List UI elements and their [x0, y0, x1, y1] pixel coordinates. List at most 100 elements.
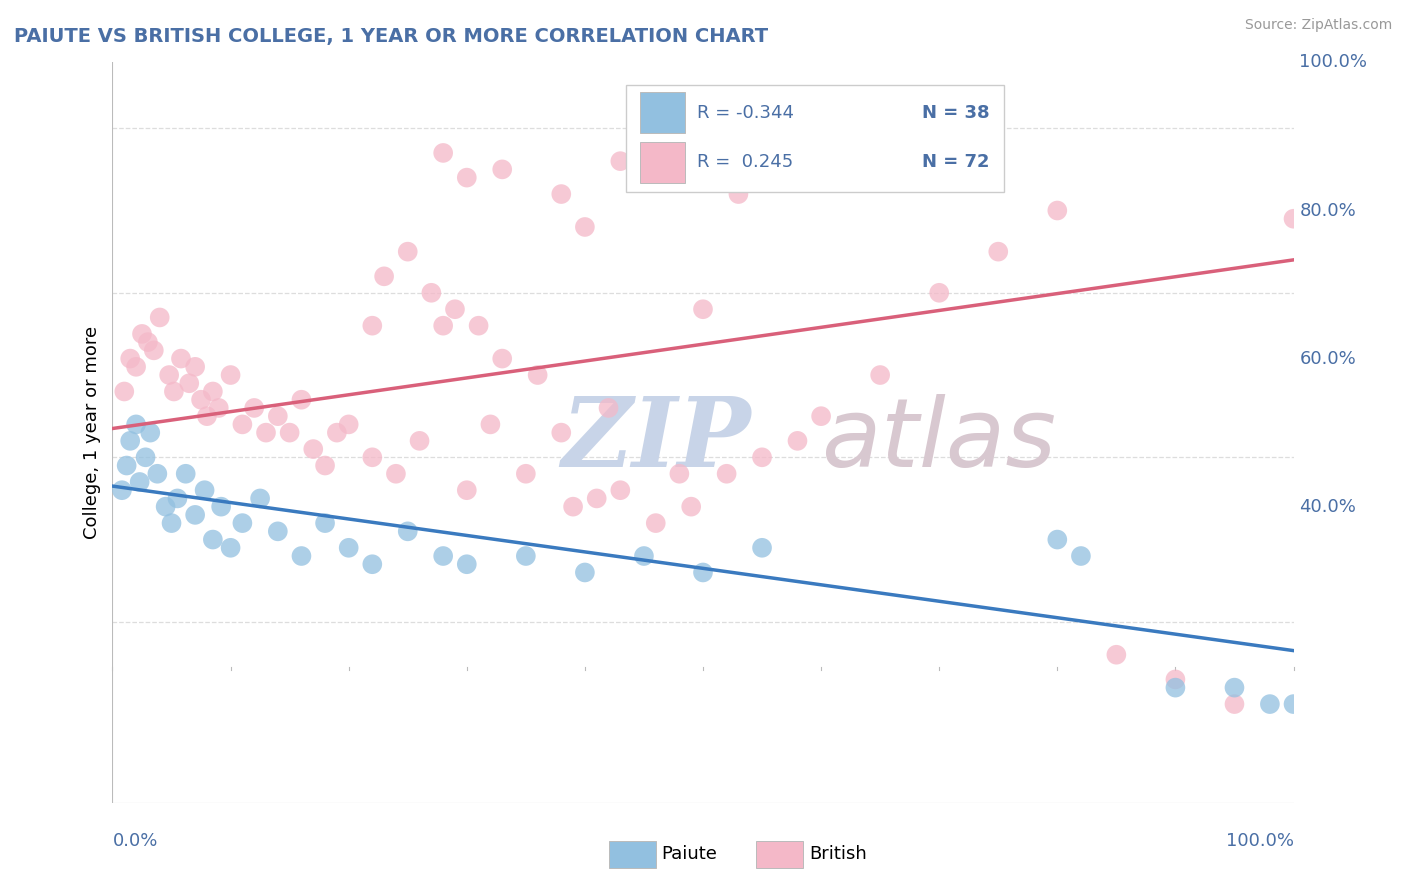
Point — [668, 467, 690, 481]
Point — [209, 500, 232, 514]
Point — [727, 187, 749, 202]
Point — [361, 450, 384, 465]
Text: 100.0%: 100.0% — [1226, 832, 1294, 850]
Point — [361, 318, 384, 333]
Point — [290, 392, 312, 407]
Point — [491, 162, 513, 177]
Point — [444, 302, 467, 317]
Point — [201, 384, 224, 399]
Text: N = 38: N = 38 — [922, 103, 990, 122]
Point — [170, 351, 193, 366]
Point — [1164, 673, 1187, 687]
Text: R = -0.344: R = -0.344 — [697, 103, 794, 122]
Point — [361, 558, 384, 572]
Text: atlas: atlas — [821, 393, 1056, 486]
Point — [633, 549, 655, 563]
Text: 80.0%: 80.0% — [1299, 202, 1357, 219]
Point — [146, 467, 169, 481]
Point — [550, 187, 572, 202]
Point — [1258, 697, 1281, 711]
FancyBboxPatch shape — [640, 142, 685, 183]
Point — [135, 450, 157, 465]
Point — [314, 458, 336, 473]
Point — [373, 269, 395, 284]
Point — [115, 458, 138, 473]
Point — [120, 351, 142, 366]
Point — [479, 417, 502, 432]
Point — [751, 541, 773, 555]
Y-axis label: College, 1 year or more: College, 1 year or more — [83, 326, 101, 539]
Point — [157, 368, 180, 382]
Point — [692, 566, 714, 580]
Point — [139, 425, 162, 440]
Point — [184, 508, 207, 522]
Point — [574, 566, 596, 580]
Point — [201, 533, 224, 547]
Text: N = 72: N = 72 — [922, 153, 990, 171]
Point — [692, 302, 714, 317]
Point — [456, 170, 478, 185]
Point — [869, 368, 891, 382]
Point — [125, 359, 148, 374]
Point — [633, 154, 655, 169]
Point — [467, 318, 489, 333]
Text: Source: ZipAtlas.com: Source: ZipAtlas.com — [1244, 18, 1392, 32]
Point — [1223, 697, 1246, 711]
Point — [598, 401, 620, 415]
Point — [786, 434, 808, 448]
Point — [987, 244, 1010, 259]
Point — [142, 343, 165, 358]
Point — [120, 434, 142, 448]
Point — [1070, 549, 1092, 563]
Point — [396, 244, 419, 259]
Point — [1105, 648, 1128, 662]
Text: ZIP: ZIP — [561, 393, 751, 487]
Point — [111, 483, 134, 498]
Point — [231, 417, 253, 432]
Point — [1282, 211, 1305, 226]
Point — [408, 434, 430, 448]
Point — [432, 145, 454, 160]
Point — [681, 500, 703, 514]
Point — [609, 154, 631, 169]
Text: 100.0%: 100.0% — [1299, 54, 1368, 71]
Point — [515, 467, 537, 481]
Text: 40.0%: 40.0% — [1299, 498, 1357, 516]
Point — [208, 401, 231, 415]
Text: PAIUTE VS BRITISH COLLEGE, 1 YEAR OR MORE CORRELATION CHART: PAIUTE VS BRITISH COLLEGE, 1 YEAR OR MOR… — [14, 27, 768, 45]
Point — [290, 549, 312, 563]
Point — [1046, 203, 1069, 218]
FancyBboxPatch shape — [609, 841, 655, 868]
Text: 60.0%: 60.0% — [1299, 350, 1357, 368]
Point — [112, 384, 135, 399]
Point — [1164, 681, 1187, 695]
FancyBboxPatch shape — [756, 841, 803, 868]
Point — [219, 541, 242, 555]
Point — [267, 409, 290, 424]
Point — [314, 516, 336, 530]
Point — [337, 541, 360, 555]
Point — [515, 549, 537, 563]
Point — [231, 516, 253, 530]
Point — [254, 425, 277, 440]
Point — [491, 351, 513, 366]
Point — [136, 335, 159, 350]
Point — [278, 425, 301, 440]
Point — [562, 500, 585, 514]
Point — [166, 491, 188, 506]
Point — [1282, 697, 1305, 711]
Point — [432, 549, 454, 563]
Point — [550, 425, 572, 440]
Text: 0.0%: 0.0% — [112, 832, 157, 850]
Point — [326, 425, 349, 440]
Point — [160, 516, 183, 530]
Text: Paiute: Paiute — [662, 845, 717, 863]
Point — [219, 368, 242, 382]
Point — [155, 500, 177, 514]
Point — [432, 318, 454, 333]
Text: R =  0.245: R = 0.245 — [697, 153, 793, 171]
FancyBboxPatch shape — [640, 93, 685, 133]
Point — [456, 483, 478, 498]
Point — [131, 326, 153, 341]
Point — [149, 310, 172, 325]
